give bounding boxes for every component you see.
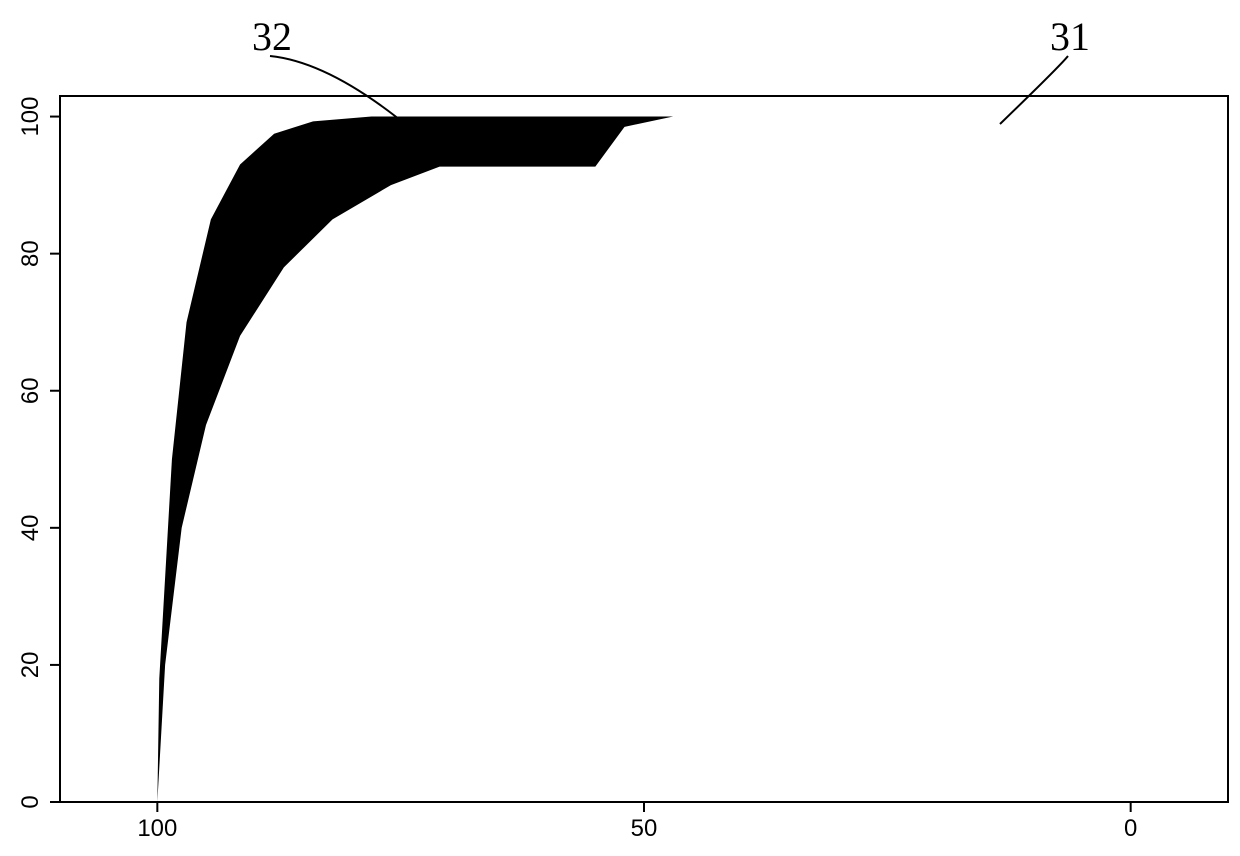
callout-label-31: 31 [1050, 14, 1090, 59]
y-tick-label: 80 [17, 240, 44, 267]
y-tick-label: 20 [17, 652, 44, 679]
callout-label-32: 32 [252, 14, 292, 59]
y-tick-label: 40 [17, 515, 44, 542]
x-tick-label: 50 [631, 815, 658, 842]
x-tick-label: 0 [1124, 815, 1137, 842]
y-tick-label: 60 [17, 377, 44, 404]
x-tick-label: 100 [137, 815, 177, 842]
chart-canvas: 100 50 0 0 20 40 60 80 100 32 31 [0, 0, 1240, 856]
y-tick-label: 100 [17, 97, 44, 137]
y-tick-label: 0 [17, 795, 44, 808]
